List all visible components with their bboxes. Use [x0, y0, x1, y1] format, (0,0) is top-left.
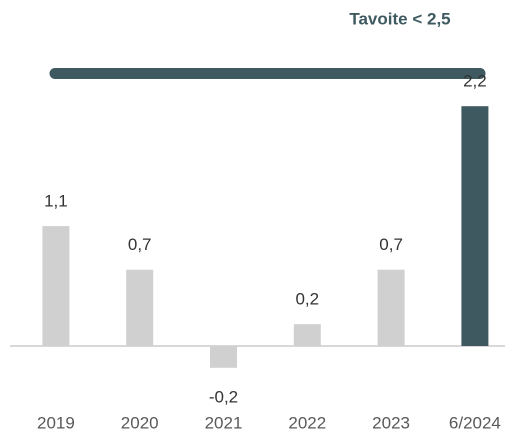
target-label: Tavoite < 2,5 — [349, 9, 450, 28]
value-label: 2,2 — [463, 72, 487, 91]
value-label: -0,2 — [209, 387, 238, 406]
x-tick-label: 2022 — [288, 413, 326, 432]
value-label: 0,7 — [379, 235, 403, 254]
x-tick-label: 2019 — [37, 413, 75, 432]
x-tick-label: 2020 — [121, 413, 159, 432]
bar — [377, 269, 405, 346]
value-label: 1,1 — [44, 192, 68, 211]
bar — [42, 226, 70, 346]
value-label: 0,2 — [295, 290, 319, 309]
x-tick-label: 6/2024 — [449, 413, 501, 432]
value-label: 0,7 — [128, 235, 152, 254]
bar — [293, 324, 321, 346]
bar — [210, 346, 237, 368]
x-tick-label: 2021 — [205, 413, 243, 432]
x-tick-label: 2023 — [372, 413, 410, 432]
bar — [126, 269, 154, 346]
bar — [461, 106, 489, 346]
